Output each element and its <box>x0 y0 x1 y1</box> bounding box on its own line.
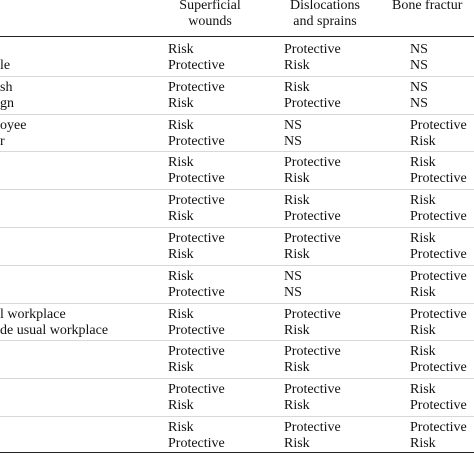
dislocations-cell: NS <box>284 284 302 300</box>
superficial-wounds-cell: Protective <box>168 382 225 398</box>
superficial-wounds-cell: Risk <box>168 360 194 376</box>
row-separator <box>0 151 474 153</box>
bone-fractures-cell: Protective <box>410 306 467 322</box>
bone-fractures-cell: Risk <box>410 344 436 360</box>
dislocations-cell: NS <box>284 117 302 133</box>
superficial-wounds-cell: Risk <box>168 398 194 414</box>
bone-fractures-cell: NS <box>410 42 428 57</box>
dislocations-cell: Risk <box>284 398 310 414</box>
bone-fractures-cell: Protective <box>410 398 467 414</box>
bone-fractures-cell: Risk <box>410 133 436 149</box>
superficial-wounds-cell: Protective <box>168 344 225 360</box>
bottom-rule <box>0 452 474 453</box>
dislocations-cell: Protective <box>284 382 341 398</box>
row-label: le <box>0 58 11 73</box>
superficial-wounds-cell: Risk <box>168 95 194 111</box>
dislocations-cell: Protective <box>284 231 341 246</box>
dislocations-cell: Protective <box>284 306 341 322</box>
dislocations-cell: Protective <box>284 344 341 360</box>
dislocations-cell: Risk <box>284 360 310 376</box>
bone-fractures-cell: Protective <box>410 117 467 133</box>
row-label: oyee <box>0 117 27 133</box>
dislocations-cell: Risk <box>284 58 310 73</box>
superficial-wounds-cell: Protective <box>168 171 225 187</box>
superficial-wounds-cell: Protective <box>168 193 225 209</box>
dislocations-cell: NS <box>284 133 302 149</box>
bone-fractures-cell: Protective <box>410 268 467 284</box>
header-bone-fractures-line1: Bone fractur <box>392 0 463 13</box>
dislocations-cell: Risk <box>284 247 310 262</box>
bone-fractures-cell: Protective <box>410 247 467 262</box>
row-separator <box>0 75 474 77</box>
superficial-wounds-cell: Risk <box>168 268 194 284</box>
dislocations-cell: Protective <box>284 42 341 57</box>
header-superficial-wounds-line1: Superficial <box>179 0 241 13</box>
row-label: gn <box>0 95 14 111</box>
bone-fractures-cell: Risk <box>410 436 436 451</box>
bone-fractures-cell: Protective <box>410 171 467 187</box>
row-label: r <box>0 133 5 149</box>
row-label: de usual workplace <box>0 322 109 338</box>
header-superficial-wounds-line2: wounds <box>188 14 232 29</box>
dislocations-cell: Protective <box>284 209 341 225</box>
dislocations-cell: NS <box>284 268 302 284</box>
row-separator <box>0 264 474 266</box>
bone-fractures-cell: Protective <box>410 420 467 435</box>
superficial-wounds-cell: Risk <box>168 42 194 57</box>
superficial-wounds-cell: Protective <box>168 322 225 338</box>
header-rule <box>0 36 474 37</box>
superficial-wounds-cell: Risk <box>168 420 194 435</box>
row-separator <box>0 227 474 228</box>
superficial-wounds-cell: Protective <box>168 79 225 95</box>
row-label: sh <box>0 79 13 95</box>
bone-fractures-cell: Risk <box>410 155 436 171</box>
header-dislocations-line2: and sprains <box>293 14 357 29</box>
bone-fractures-cell: Risk <box>410 322 436 338</box>
header-bone-fractures: Bone fractur <box>392 0 474 14</box>
row-separator <box>0 378 474 380</box>
superficial-wounds-cell: Risk <box>168 306 194 322</box>
dislocations-cell: Risk <box>284 193 310 209</box>
row-separator <box>0 189 474 191</box>
header-dislocations-sprains: Dislocations and sprains <box>270 0 380 30</box>
bone-fractures-cell: Risk <box>410 284 436 300</box>
dislocations-cell: Risk <box>284 436 310 451</box>
dislocations-cell: Protective <box>284 420 341 435</box>
superficial-wounds-cell: Protective <box>168 133 225 149</box>
dislocations-cell: Risk <box>284 79 310 95</box>
row-separator <box>0 416 474 417</box>
bone-fractures-cell: Protective <box>410 209 467 225</box>
row-separator <box>0 340 474 342</box>
superficial-wounds-cell: Risk <box>168 117 194 133</box>
superficial-wounds-cell: Risk <box>168 155 194 171</box>
row-separator <box>0 113 474 115</box>
row-separator <box>0 302 474 304</box>
superficial-wounds-cell: Protective <box>168 436 225 451</box>
header-superficial-wounds: Superficial wounds <box>155 0 265 30</box>
bone-fractures-cell: NS <box>410 58 428 73</box>
header-dislocations-line1: Dislocations <box>290 0 360 13</box>
bone-fractures-cell: NS <box>410 95 428 111</box>
bone-fractures-cell: Risk <box>410 231 436 246</box>
dislocations-cell: Protective <box>284 155 341 171</box>
bone-fractures-cell: Risk <box>410 193 436 209</box>
superficial-wounds-cell: Protective <box>168 58 225 73</box>
superficial-wounds-cell: Risk <box>168 247 194 262</box>
superficial-wounds-cell: Protective <box>168 231 225 246</box>
row-label: l workplace <box>0 306 66 322</box>
dislocations-cell: Risk <box>284 171 310 187</box>
dislocations-cell: Protective <box>284 95 341 111</box>
bone-fractures-cell: NS <box>410 79 428 95</box>
superficial-wounds-cell: Protective <box>168 284 225 300</box>
bone-fractures-cell: Risk <box>410 382 436 398</box>
superficial-wounds-cell: Risk <box>168 209 194 225</box>
bone-fractures-cell: Protective <box>410 360 467 376</box>
dislocations-cell: Risk <box>284 322 310 338</box>
